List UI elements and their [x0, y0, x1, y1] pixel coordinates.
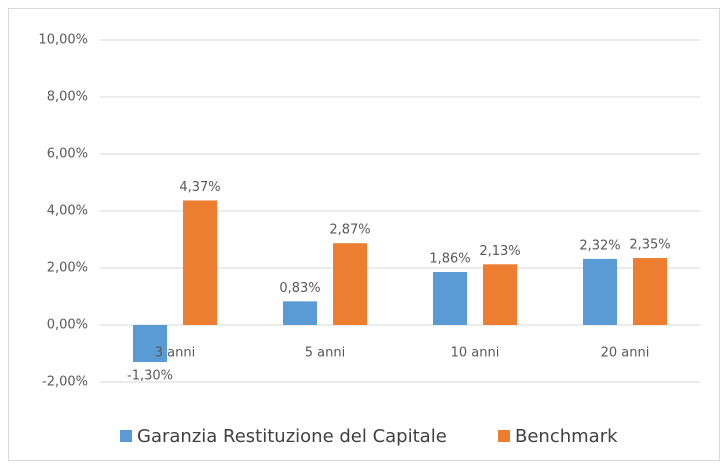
y-tick-label: 0,00%	[47, 318, 88, 333]
value-label: 1,86%	[429, 251, 470, 266]
x-tick-label: 5 anni	[305, 346, 345, 361]
bar	[483, 264, 517, 325]
chart-border	[8, 8, 720, 461]
legend-swatch	[498, 430, 510, 442]
x-tick-label: 3 anni	[155, 346, 195, 361]
legend-label: Benchmark	[515, 426, 618, 447]
value-label: 2,35%	[629, 238, 670, 253]
value-label: 0,83%	[279, 281, 320, 296]
y-tick-label: 2,00%	[47, 261, 88, 276]
bar	[283, 301, 317, 325]
bar	[133, 325, 167, 363]
bar	[333, 243, 367, 325]
x-tick-label: 20 anni	[601, 346, 650, 361]
bar	[433, 271, 467, 325]
value-label: 2,87%	[329, 223, 370, 238]
y-tick-label: -2,00%	[42, 375, 88, 390]
y-tick-label: 4,00%	[47, 204, 88, 219]
y-tick-label: 8,00%	[47, 90, 88, 105]
x-tick-label: 10 anni	[451, 346, 500, 361]
legend-label: Garanzia Restituzione del Capitale	[137, 426, 447, 447]
y-tick-label: 10,00%	[38, 33, 88, 48]
bar	[633, 258, 667, 325]
value-label: 4,37%	[179, 180, 220, 195]
bar	[583, 258, 617, 325]
legend-swatch	[120, 430, 132, 442]
bar	[183, 200, 217, 325]
value-label: 2,32%	[579, 238, 620, 253]
value-label: -1,30%	[127, 369, 173, 384]
y-tick-label: 6,00%	[47, 147, 88, 162]
value-label: 2,13%	[479, 244, 520, 259]
